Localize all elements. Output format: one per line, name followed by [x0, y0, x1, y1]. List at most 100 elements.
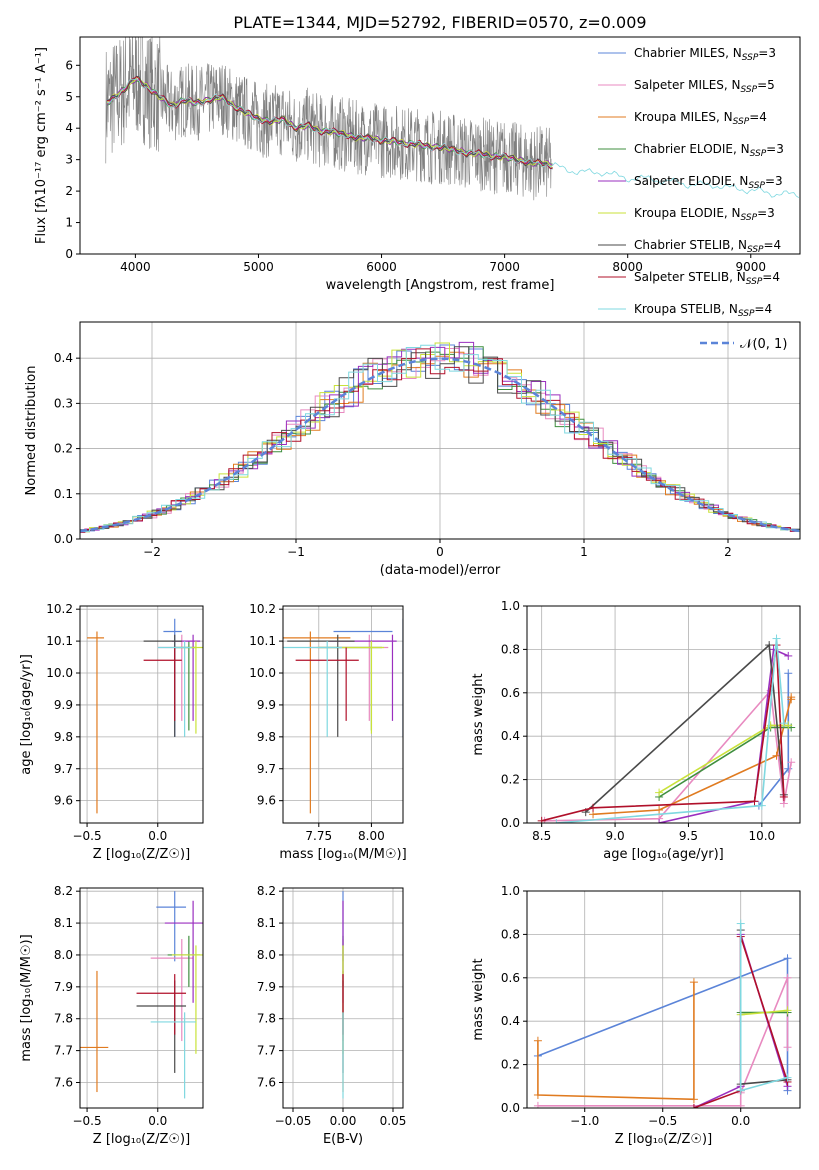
legend-subscript: SSP [747, 245, 764, 255]
figure-title: PLATE=1344, MJD=52792, FIBERID=0570, z=0… [233, 13, 646, 32]
y-tick-label: 7.7 [54, 1044, 73, 1058]
x-tick-label: −1 [287, 545, 305, 559]
legend-entry: Chabrier STELIB, NSSP=4 [634, 238, 781, 255]
x-axis-label: Z [log₁₀(Z/Z☉)] [615, 1132, 712, 1147]
y-tick-label: 0.8 [501, 927, 520, 941]
x-tick-label: −0.05 [275, 1114, 312, 1128]
x-tick-label: 0.0 [731, 1114, 750, 1128]
x-axis-label: E(B-V) [323, 1132, 363, 1147]
legend-subscript: SSP [750, 149, 767, 159]
axes-frame [526, 605, 801, 824]
legend-entry: Kroupa STELIB, NSSP=4 [634, 302, 772, 319]
normal-curve [80, 357, 800, 533]
legend-count: =4 [764, 238, 782, 252]
legend-entry: Salpeter STELIB, NSSP=4 [634, 270, 780, 287]
y-tick-label: 8.2 [54, 884, 73, 898]
x-tick-label: 4000 [120, 260, 151, 274]
spectrum-panel: 4000 5000 6000 7000 8000 9000 0 1 2 3 4 5 6 wavelengt… [34, 36, 801, 319]
x-tick-label: 8000 [612, 260, 643, 274]
observed-spectrum [105, 37, 552, 201]
legend-count: =3 [757, 206, 775, 220]
legend-count: =4 [754, 302, 772, 316]
mass-vs-Z-panel: −0.5 0.0 7.6 7.7 7.8 7.9 8.0 8.1 8.2 Z [log₁₀(Z/Z… [19, 884, 204, 1147]
x-tick-label: −0.5 [72, 829, 101, 843]
plot-area [283, 618, 403, 814]
x-tick-label: −2 [143, 545, 161, 559]
y-tick-label: 0.3 [54, 396, 73, 410]
y-tick-label: 9.9 [54, 698, 73, 712]
x-axis-label: wavelength [Angstrom, rest frame] [326, 278, 555, 293]
y-tick-label: 0.0 [501, 1101, 520, 1115]
y-tick-label: 0.4 [54, 351, 73, 365]
x-axis-label: Z [log₁₀(Z/Z☉)] [93, 847, 190, 862]
legend-entry: Kroupa ELODIE, NSSP=3 [634, 206, 775, 223]
weight-line [740, 1009, 788, 1016]
y-tick-label: 7.8 [257, 1012, 276, 1026]
legend-subscript: SSP [742, 53, 759, 63]
legend-count: =4 [749, 110, 767, 124]
plot-area [87, 618, 203, 814]
legend-subscript: SSP [746, 277, 763, 287]
x-tick-label: 9.5 [679, 829, 698, 843]
legend-subscript: SSP [741, 85, 758, 95]
y-tick-label: 8.1 [257, 916, 276, 930]
histogram-step [80, 351, 800, 533]
y-tick-label: 10.1 [46, 634, 73, 648]
age-vs-Z-panel: −0.5 0.0 9.6 9.7 9.8 9.9 10.0 10.1 10.2 Z [log₁₀(… [19, 602, 204, 862]
legend-count: =3 [758, 46, 776, 60]
y-axis-label: Normed distribution [24, 366, 39, 496]
y-tick-label: 10.0 [249, 666, 276, 680]
y-tick-label: 0 [65, 247, 73, 261]
legend-entry: 𝒩(0, 1) [740, 337, 787, 352]
y-tick-label: 0.4 [501, 729, 520, 743]
axes-frame [526, 890, 801, 1109]
x-tick-label: 7000 [489, 260, 520, 274]
y-axis-label: Flux [fλ10⁻¹⁷ erg cm⁻² s⁻¹ A⁻¹] [34, 47, 49, 244]
y-tick-label: 7.7 [257, 1044, 276, 1058]
y-tick-label: 0.2 [501, 1058, 520, 1072]
x-tick-label: 1 [580, 545, 588, 559]
y-axis-label: mass [log₁₀(M/M☉)] [19, 934, 34, 1061]
y-axis-label: mass weight [471, 673, 486, 755]
x-tick-label: 0.0 [148, 1114, 167, 1128]
model-spectrum-line [107, 78, 800, 198]
x-tick-label: 9.0 [606, 829, 625, 843]
weight-vs-age-panel: 8.5 9.0 9.5 10.0 0.0 0.2 0.4 0.6 0.8 1.0 age [log₁… [471, 599, 801, 862]
legend-entry: Chabrier MILES, NSSP=3 [634, 46, 776, 63]
histogram-step [80, 344, 800, 533]
y-tick-label: 0.0 [54, 532, 73, 546]
plot-area [537, 634, 796, 823]
axes-frame [79, 36, 801, 255]
x-axis-label: mass [log₁₀(M/M☉)] [279, 847, 406, 862]
y-tick-label: 0.6 [501, 686, 520, 700]
legend-subscript: SSP [738, 309, 755, 319]
y-tick-label: 9.7 [257, 762, 276, 776]
y-tick-label: 6 [65, 58, 73, 72]
legend-entry: Salpeter ELODIE, NSSP=3 [634, 174, 783, 191]
y-tick-label: 7.6 [257, 1075, 276, 1089]
weight-line [537, 982, 695, 1101]
y-tick-label: 9.8 [54, 730, 73, 744]
x-axis-label: age [log₁₀(age/yr)] [603, 847, 724, 862]
y-tick-label: 0.8 [501, 642, 520, 656]
legend-count: =4 [762, 270, 780, 284]
y-tick-label: 10.2 [249, 602, 276, 616]
weight-line [758, 673, 790, 807]
y-tick-label: 7.9 [54, 980, 73, 994]
axes-frame [79, 887, 204, 1109]
y-tick-label: 0.0 [501, 816, 520, 830]
y-tick-label: 9.6 [257, 794, 276, 808]
legend-count: =3 [765, 174, 783, 188]
y-tick-label: 5 [65, 90, 73, 104]
x-tick-label: 6000 [366, 260, 397, 274]
model-spectrum-line [107, 76, 553, 169]
y-tick-label: 10.0 [46, 666, 73, 680]
legend-subscript: SSP [741, 213, 758, 223]
y-tick-label: 0.1 [54, 487, 73, 501]
x-tick-label: 0.00 [330, 1114, 357, 1128]
y-tick-label: 0.2 [54, 442, 73, 456]
x-tick-label: 0.05 [380, 1114, 407, 1128]
plot-area [533, 919, 792, 1108]
x-axis-label: (data-model)/error [380, 563, 501, 578]
